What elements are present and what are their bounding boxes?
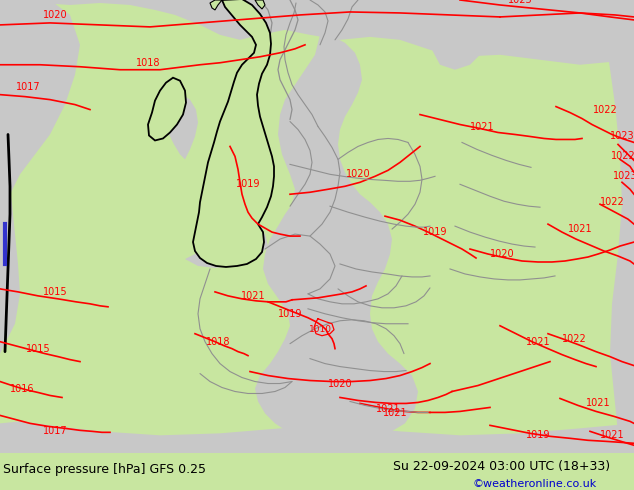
Text: 1021: 1021 (586, 398, 611, 409)
Text: 1010: 1010 (309, 325, 332, 334)
Text: 1023: 1023 (610, 131, 634, 142)
Text: 1021: 1021 (600, 430, 624, 441)
Polygon shape (255, 0, 418, 445)
Text: ©weatheronline.co.uk: ©weatheronline.co.uk (472, 480, 597, 490)
Text: 1022: 1022 (593, 104, 618, 115)
Text: 1022: 1022 (600, 197, 624, 207)
Text: 1021: 1021 (376, 404, 400, 415)
Text: 1017: 1017 (16, 82, 41, 92)
Text: 1023: 1023 (508, 0, 533, 5)
Text: 1018: 1018 (206, 337, 230, 347)
Polygon shape (0, 421, 634, 453)
Text: 1015: 1015 (42, 287, 67, 297)
Text: 1021: 1021 (241, 291, 265, 301)
Polygon shape (193, 0, 274, 267)
Text: 1017: 1017 (42, 426, 67, 436)
Text: 1019: 1019 (526, 430, 550, 441)
Text: 1020: 1020 (42, 10, 67, 20)
Text: Su 22-09-2024 03:00 UTC (18+33): Su 22-09-2024 03:00 UTC (18+33) (393, 460, 610, 473)
Polygon shape (0, 0, 20, 354)
Polygon shape (255, 0, 265, 9)
Text: 1021: 1021 (567, 224, 592, 234)
Text: 1022: 1022 (562, 334, 586, 343)
Text: 1023: 1023 (612, 172, 634, 181)
Text: Surface pressure [hPa] GFS 0.25: Surface pressure [hPa] GFS 0.25 (3, 463, 206, 476)
Text: 1021: 1021 (526, 337, 550, 347)
Polygon shape (0, 0, 12, 343)
Text: 1018: 1018 (136, 58, 160, 68)
Text: 1019: 1019 (423, 227, 447, 237)
Text: 1021: 1021 (383, 408, 407, 418)
Polygon shape (0, 0, 80, 254)
Text: 1019: 1019 (278, 309, 302, 319)
Polygon shape (166, 95, 198, 159)
Text: 1022: 1022 (611, 151, 634, 161)
Text: 1020: 1020 (346, 170, 370, 179)
Text: 1019: 1019 (236, 179, 260, 189)
Text: 1020: 1020 (328, 378, 353, 389)
Polygon shape (185, 224, 268, 268)
Polygon shape (0, 0, 634, 65)
Polygon shape (210, 0, 222, 10)
Polygon shape (600, 0, 634, 453)
Text: 1015: 1015 (26, 343, 50, 354)
Text: 1016: 1016 (10, 384, 34, 393)
Text: 1020: 1020 (489, 249, 514, 259)
Polygon shape (148, 78, 186, 141)
Text: 1021: 1021 (470, 122, 495, 131)
Polygon shape (428, 0, 488, 70)
